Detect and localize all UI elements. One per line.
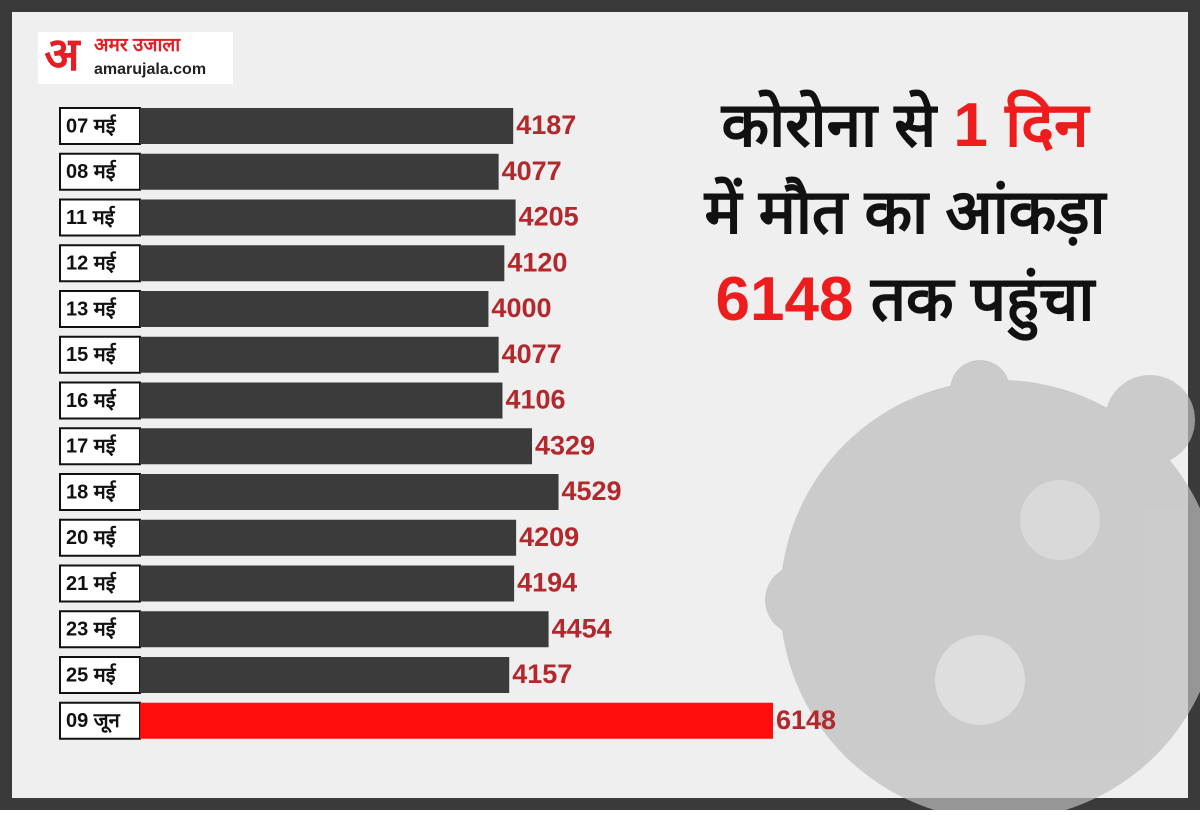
title-part: कोरोना से bbox=[720, 89, 953, 160]
bar bbox=[140, 336, 499, 373]
virus-illustration bbox=[765, 360, 1200, 815]
value-label: 4329 bbox=[535, 430, 595, 460]
value-label: 4194 bbox=[517, 568, 577, 598]
value-label: 4157 bbox=[512, 659, 572, 689]
category-label: 07 मई bbox=[66, 113, 117, 137]
bar bbox=[140, 245, 505, 282]
category-label: 08 मई bbox=[66, 159, 117, 183]
chart-title-line: कोरोना से 1 दिन bbox=[720, 89, 1091, 160]
bar bbox=[140, 199, 516, 236]
chart-title-line: में मौत का आंकड़ा bbox=[703, 176, 1107, 247]
value-label: 6148 bbox=[776, 705, 836, 735]
value-label: 4077 bbox=[502, 156, 562, 186]
value-label: 4205 bbox=[519, 202, 579, 232]
category-box bbox=[59, 244, 141, 283]
value-label: 4454 bbox=[552, 613, 612, 643]
category-box bbox=[59, 290, 141, 328]
title-part: में मौत का आंकड़ा bbox=[703, 176, 1107, 247]
category-label: 13 मई bbox=[66, 296, 117, 320]
bar bbox=[140, 291, 489, 327]
value-label: 4000 bbox=[491, 293, 551, 323]
category-box bbox=[59, 198, 141, 237]
logo-site: amarujala.com bbox=[94, 61, 206, 78]
category-label: 16 मई bbox=[66, 388, 117, 412]
category-label: 15 मई bbox=[66, 342, 117, 366]
value-label: 4187 bbox=[516, 110, 576, 140]
category-label: 17 मई bbox=[66, 434, 117, 458]
category-label: 11 मई bbox=[66, 205, 116, 229]
logo-box bbox=[38, 32, 233, 84]
category-box bbox=[59, 107, 141, 145]
bar bbox=[140, 657, 510, 693]
bar bbox=[140, 611, 549, 648]
category-box bbox=[59, 701, 141, 740]
bar bbox=[140, 702, 773, 739]
category-box bbox=[59, 656, 141, 694]
bar bbox=[140, 108, 514, 144]
bar bbox=[140, 565, 515, 602]
category-label: 20 मई bbox=[66, 525, 117, 549]
value-label: 4077 bbox=[502, 339, 562, 369]
title-part: तक पहुंचा bbox=[853, 265, 1096, 341]
category-label: 18 मई bbox=[66, 479, 117, 503]
value-label: 4120 bbox=[507, 247, 567, 277]
category-box bbox=[59, 381, 141, 420]
category-box bbox=[59, 152, 141, 191]
category-label: 12 मई bbox=[66, 251, 117, 275]
category-box bbox=[59, 473, 141, 511]
bar bbox=[140, 428, 533, 465]
title-part: 6148 bbox=[716, 265, 854, 334]
logo-name: अमर उजाला bbox=[94, 35, 181, 56]
bar bbox=[140, 153, 499, 190]
value-label: 4529 bbox=[562, 476, 622, 506]
value-label: 4209 bbox=[519, 522, 579, 552]
bar bbox=[140, 474, 559, 510]
category-box bbox=[59, 564, 141, 603]
bar bbox=[140, 519, 517, 556]
category-label: 23 मई bbox=[66, 617, 117, 641]
logo-mark: अ bbox=[44, 28, 81, 80]
value-label: 4106 bbox=[505, 385, 565, 415]
category-box bbox=[59, 610, 141, 649]
category-label: 21 मई bbox=[66, 571, 117, 595]
category-box bbox=[59, 427, 141, 466]
chart-title-line: 6148 तक पहुंचा bbox=[716, 265, 1097, 341]
category-label: 25 मई bbox=[66, 662, 117, 686]
title-part: 1 दिन bbox=[953, 89, 1091, 160]
category-label: 09 जून bbox=[66, 710, 121, 733]
bar bbox=[140, 382, 503, 419]
